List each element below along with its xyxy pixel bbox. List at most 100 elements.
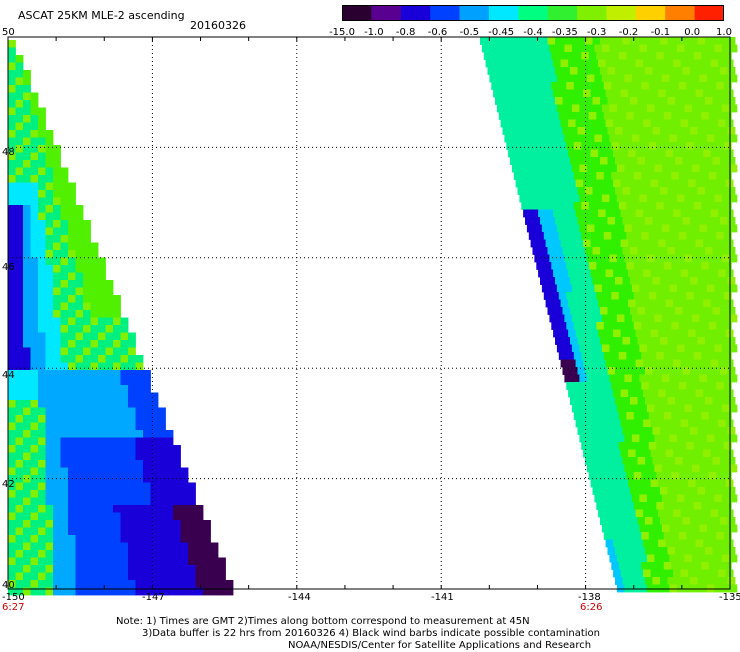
swath-cell-left — [45, 347, 54, 356]
swath-cell-left — [113, 467, 121, 476]
swath-cell-right — [646, 524, 655, 533]
swath-cell-right — [601, 374, 610, 383]
swath-cell-right — [603, 262, 612, 270]
swath-cell-left — [83, 475, 91, 483]
swath-cell-right — [673, 539, 681, 548]
swath-cell-left — [53, 197, 61, 206]
swath-cell-right — [631, 164, 640, 173]
lon-label--150: -150 — [2, 592, 25, 603]
swath-cell-right — [652, 547, 661, 555]
swath-cell-right — [671, 52, 680, 60]
swath-cell-right — [594, 494, 603, 503]
swath-cell-left — [128, 490, 136, 498]
swath-cell-left — [180, 467, 189, 476]
swath-cell-left — [15, 332, 24, 341]
swath-cell-left — [105, 422, 114, 431]
swath-cell-right — [684, 104, 693, 113]
swath-cell-left — [60, 407, 69, 416]
swath-cell-right — [678, 172, 687, 180]
swath-cell-left — [113, 430, 121, 438]
swath-cell-right — [519, 134, 528, 143]
swath-cell-right — [575, 419, 584, 428]
swath-cell-left — [8, 437, 16, 446]
swath-cell-left — [105, 287, 114, 296]
swath-cell-left — [128, 355, 136, 363]
swath-cell-left — [45, 482, 54, 491]
swath-cell-right — [693, 502, 702, 510]
swath-cell-left — [150, 520, 159, 528]
swath-cell-right — [680, 209, 689, 218]
swath-cell-right — [695, 359, 704, 368]
swath-cell-left — [143, 460, 151, 468]
swath-cell-right — [661, 524, 670, 533]
swath-cell-left — [75, 220, 84, 228]
swath-cell-left — [23, 422, 31, 431]
swath-cell-left — [113, 370, 121, 378]
swath-cell-right — [720, 37, 728, 45]
swath-cell-right — [671, 442, 680, 450]
swath-cell-right — [579, 314, 588, 323]
swath-cell-left — [188, 587, 196, 596]
swath-cell-left — [60, 287, 69, 296]
swath-cell-left — [90, 505, 99, 513]
swath-cell-right — [592, 67, 601, 75]
swath-cell-right — [609, 194, 618, 203]
swath-cell-right — [543, 52, 552, 60]
swath-cell-right — [665, 119, 674, 128]
swath-cell-right — [646, 134, 655, 143]
swath-cell-right — [523, 209, 531, 218]
swath-cell-right — [639, 44, 648, 53]
swath-cell-right — [693, 322, 702, 330]
swath-cell-left — [120, 332, 129, 341]
swath-cell-right — [635, 449, 644, 458]
swath-cell-right — [682, 187, 691, 195]
swath-cell-right — [652, 37, 661, 45]
swath-cell-right — [571, 254, 580, 263]
swath-cell-right — [526, 44, 535, 53]
swath-cell-right — [697, 397, 706, 405]
swath-cell-left — [38, 422, 46, 431]
swath-cell-right — [551, 52, 560, 60]
swath-cell-right — [622, 397, 631, 405]
swath-cell-right — [675, 217, 683, 225]
swath-cell-right — [646, 254, 655, 263]
swath-cell-left — [53, 212, 61, 221]
swath-cell-right — [547, 127, 556, 135]
swath-cell-right — [639, 74, 648, 83]
swath-cell-right — [656, 562, 665, 570]
swath-cell-right — [720, 187, 728, 195]
swath-cell-right — [691, 164, 700, 173]
note-line-1: Note: 1) Times are GMT 2)Times along bot… — [116, 616, 530, 627]
swath-cell-right — [637, 127, 646, 135]
swath-cell-left — [98, 482, 106, 491]
swath-cell-right — [541, 74, 550, 83]
swath-cell-right — [701, 382, 710, 390]
swath-cell-right — [598, 239, 606, 248]
swath-cell-left — [38, 302, 46, 311]
swath-cell-right — [727, 37, 736, 45]
swath-cell-right — [637, 277, 646, 285]
swath-cell-right — [553, 149, 561, 158]
swath-cell-left — [30, 482, 39, 491]
swath-cell-right — [590, 359, 599, 368]
swath-cell-left — [53, 535, 61, 543]
swath-cell-right — [654, 524, 663, 533]
swath-cell-right — [553, 209, 561, 218]
swath-cell-left — [38, 355, 46, 363]
swath-cell-right — [695, 479, 704, 488]
swath-cell-left — [188, 505, 196, 513]
swath-cell-right — [519, 44, 528, 53]
swath-cell-left — [15, 287, 24, 296]
swath-cell-right — [639, 344, 648, 353]
swath-cell-right — [631, 134, 640, 143]
swath-cell-right — [663, 562, 672, 570]
swath-cell-left — [45, 205, 54, 213]
swath-cell-right — [594, 254, 603, 263]
swath-cell-right — [594, 104, 603, 113]
swath-cell-right — [592, 157, 601, 165]
swath-cell-right — [603, 172, 612, 180]
swath-cell-right — [585, 97, 593, 105]
swath-cell-left — [53, 497, 61, 506]
swath-cell-left — [45, 137, 54, 146]
